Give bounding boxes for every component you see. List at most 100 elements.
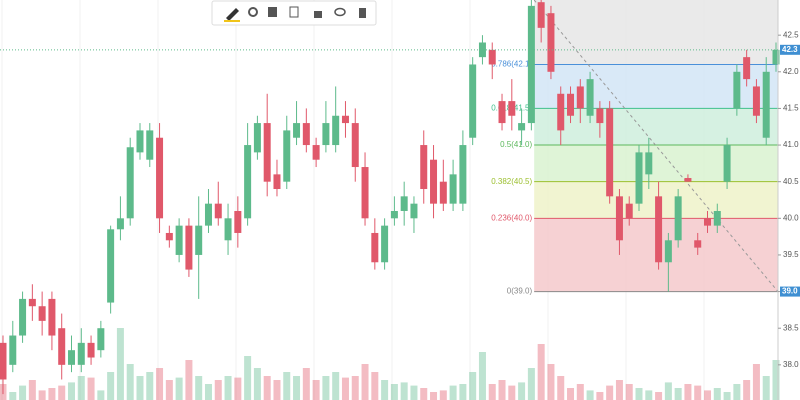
- candle-body: [723, 145, 731, 182]
- copy-icon[interactable]: [289, 6, 299, 18]
- y-tick-label: 40.0: [783, 213, 799, 222]
- candle-body: [635, 152, 643, 204]
- candle-body: [713, 210, 721, 226]
- y-tick-label: 41.0: [783, 140, 799, 149]
- candle-body: [381, 225, 389, 263]
- volume-bar: [77, 376, 85, 400]
- volume-bar: [116, 328, 124, 400]
- candle-body: [704, 218, 712, 226]
- price-tag: [780, 44, 800, 55]
- volume-bar: [126, 364, 134, 400]
- volume-bar: [381, 380, 389, 400]
- candle-body: [322, 123, 330, 146]
- candle-body: [449, 174, 457, 204]
- delete-icon[interactable]: [359, 8, 366, 18]
- volume-bar: [635, 388, 643, 400]
- volume-bar: [273, 380, 281, 400]
- candle-body: [244, 145, 252, 219]
- price-tag-label: 42.3: [782, 45, 798, 54]
- volume-bar: [772, 360, 780, 400]
- lock-icon[interactable]: [314, 11, 322, 18]
- candle-body: [19, 298, 27, 336]
- fib-label: 0.236(40.0): [491, 213, 532, 222]
- candle-body: [185, 225, 193, 270]
- y-tick-label: 41.5: [783, 104, 799, 113]
- candle-body: [283, 130, 291, 182]
- candle-body: [576, 86, 584, 109]
- volume-bar: [752, 364, 760, 400]
- color-swatch[interactable]: [224, 20, 240, 22]
- candle-body: [293, 123, 301, 138]
- volume-bar: [400, 382, 408, 400]
- volume-bar: [547, 364, 555, 400]
- volume-bar: [449, 385, 457, 400]
- settings-icon[interactable]: [248, 7, 258, 17]
- candle-body: [518, 123, 526, 131]
- eye-icon[interactable]: [334, 7, 346, 17]
- candle-body: [694, 240, 702, 248]
- candle-body: [67, 350, 75, 365]
- candle-body: [772, 49, 780, 65]
- fib-zone: [534, 145, 778, 182]
- y-tick-label: 39.5: [783, 250, 799, 259]
- candle-body: [77, 342, 85, 365]
- volume-bar: [293, 376, 301, 400]
- volume-bar: [586, 390, 594, 400]
- y-tick-label: 42.5: [783, 30, 799, 39]
- volume-bar: [283, 372, 291, 400]
- candle-body: [156, 137, 164, 219]
- volume-bar: [743, 380, 751, 400]
- pen-icon[interactable]: [226, 8, 239, 21]
- volume-bar: [371, 372, 379, 400]
- volume-bar: [97, 390, 105, 400]
- candle-body: [567, 93, 575, 116]
- candle-body: [224, 218, 232, 241]
- candle-body: [234, 210, 242, 233]
- candle-body: [420, 145, 428, 190]
- fib-zone: [534, 0, 778, 65]
- candle-body: [38, 306, 46, 321]
- volume-bar: [165, 380, 173, 400]
- candle-body: [97, 328, 105, 351]
- volume-bar: [185, 360, 193, 400]
- volume-bar: [224, 376, 232, 400]
- candle-body: [371, 232, 379, 263]
- volume-bar: [332, 372, 340, 400]
- candle-body: [547, 13, 555, 72]
- volume-bar: [664, 382, 672, 400]
- volume-bar: [498, 380, 506, 400]
- volume-bar: [9, 392, 17, 400]
- price-tag: [780, 286, 800, 297]
- volume-bar: [606, 385, 614, 400]
- volume-bar: [48, 388, 56, 400]
- volume-bar: [175, 377, 183, 400]
- candle-body: [9, 335, 17, 365]
- volume-bar: [214, 380, 222, 400]
- volume-bar: [625, 384, 633, 400]
- candle-body: [498, 101, 506, 124]
- volume-bar: [195, 376, 203, 400]
- candle-body: [527, 5, 535, 124]
- layer-icon[interactable]: [268, 7, 277, 17]
- volume-bar: [655, 392, 663, 400]
- volume-bar: [684, 384, 692, 400]
- y-tick-label: 40.5: [783, 177, 799, 186]
- volume-bar: [723, 392, 731, 400]
- volume-bar: [351, 376, 359, 400]
- volume-bar: [459, 384, 467, 400]
- candle-body: [684, 178, 692, 182]
- candle-body: [655, 196, 663, 263]
- candle-body: [586, 79, 594, 116]
- candle-body: [28, 298, 36, 307]
- volume-bar: [420, 388, 428, 400]
- candle-body: [508, 101, 516, 116]
- volume-bar: [361, 364, 369, 400]
- volume-bar: [19, 385, 27, 400]
- volume-bar: [694, 385, 702, 400]
- volume-bar: [615, 380, 623, 400]
- candle-body: [204, 203, 212, 226]
- candle-body: [58, 328, 66, 365]
- volume-bar: [107, 372, 115, 400]
- volume-bar: [674, 388, 682, 400]
- candle-body: [136, 130, 144, 153]
